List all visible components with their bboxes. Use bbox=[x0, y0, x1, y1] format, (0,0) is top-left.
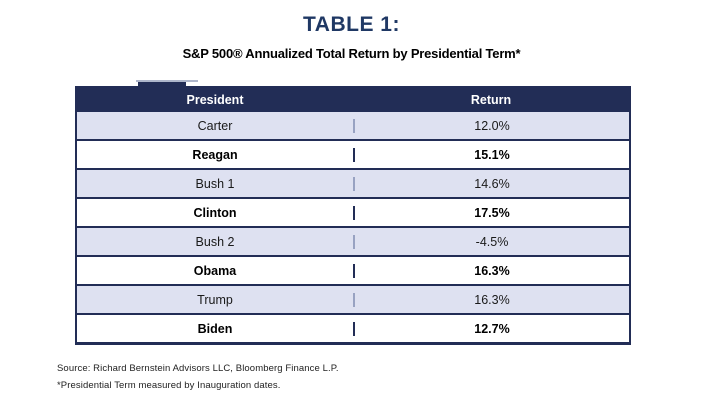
table-title: TABLE 1: bbox=[303, 13, 400, 36]
decorative-line bbox=[136, 80, 198, 82]
decorative-tab bbox=[138, 82, 186, 87]
table-subtitle: S&P 500® Annualized Total Return by Pres… bbox=[182, 46, 521, 61]
table-row: Obama 16.3% bbox=[77, 255, 629, 284]
president-cell: Trump bbox=[197, 292, 233, 307]
column-header-president: President bbox=[186, 93, 244, 107]
source-line: Source: Richard Bernstein Advisors LLC, … bbox=[57, 363, 339, 374]
return-cell: 12.7% bbox=[353, 321, 629, 336]
table-body: Carter 12.0% Reagan 15.1% Bush 1 14.6% C… bbox=[77, 112, 629, 342]
table-row: Bush 1 14.6% bbox=[77, 168, 629, 197]
return-cell: 14.6% bbox=[353, 176, 629, 191]
table-row: Bush 2 -4.5% bbox=[77, 226, 629, 255]
table-header-row: President Return bbox=[77, 88, 629, 112]
footer-notes: Source: Richard Bernstein Advisors LLC, … bbox=[57, 361, 339, 394]
return-cell: 12.0% bbox=[353, 118, 629, 133]
footnote-line: *Presidential Term measured by Inaugurat… bbox=[57, 379, 281, 391]
returns-table: President Return Carter 12.0% Reagan 15.… bbox=[75, 86, 631, 345]
president-cell: Reagan bbox=[192, 147, 238, 162]
return-cell: 16.3% bbox=[353, 263, 629, 278]
president-cell: Carter bbox=[197, 118, 233, 133]
president-cell: Bush 1 bbox=[195, 176, 235, 191]
return-cell: -4.5% bbox=[353, 234, 629, 249]
return-cell: 15.1% bbox=[353, 147, 629, 162]
return-cell: 17.5% bbox=[353, 205, 629, 220]
president-cell: Clinton bbox=[193, 205, 237, 220]
table-row: Trump 16.3% bbox=[77, 284, 629, 313]
table-row: Biden 12.7% bbox=[77, 313, 629, 342]
table-row: Reagan 15.1% bbox=[77, 139, 629, 168]
column-header-return: Return bbox=[470, 93, 512, 107]
president-cell: Bush 2 bbox=[195, 234, 235, 249]
president-cell: Obama bbox=[193, 263, 237, 278]
table-row: Clinton 17.5% bbox=[77, 197, 629, 226]
return-cell: 16.3% bbox=[353, 292, 629, 307]
table-row: Carter 12.0% bbox=[77, 112, 629, 139]
president-cell: Biden bbox=[197, 321, 233, 336]
